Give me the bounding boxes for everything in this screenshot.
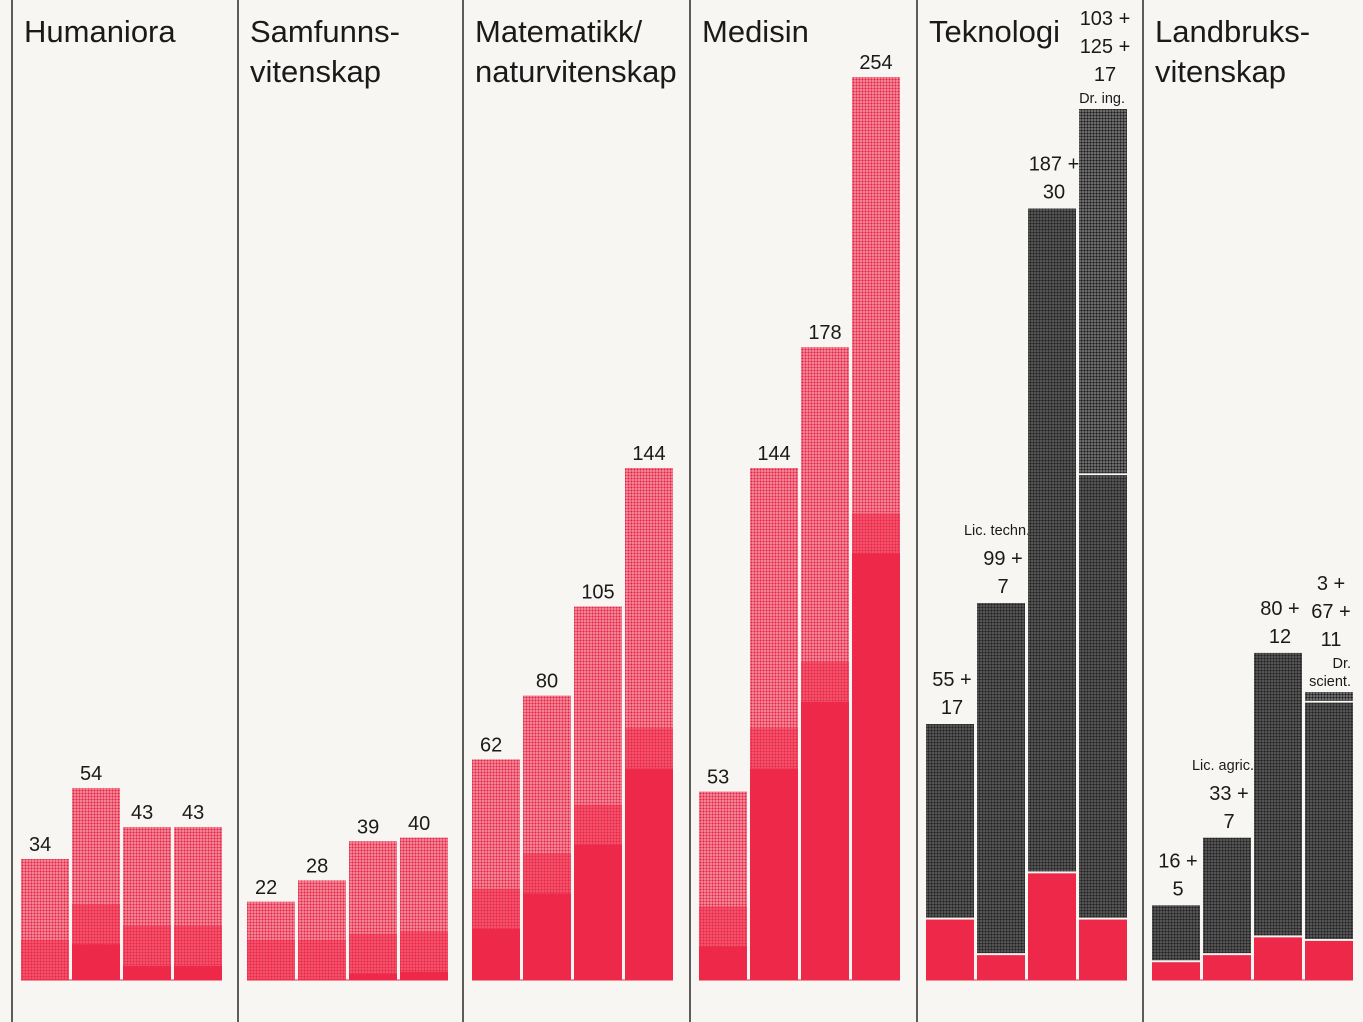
bar-blend — [801, 661, 849, 702]
series-annotation: Lic. techn. — [964, 523, 1030, 539]
data-label: 103 + — [1080, 8, 1131, 30]
data-label: 7 — [997, 576, 1008, 598]
bar-halftone — [1305, 702, 1353, 939]
data-label: 11 — [1321, 629, 1342, 651]
bar-blend — [298, 940, 346, 980]
panel-title: naturvitenskap — [475, 54, 677, 89]
data-label: 7 — [1223, 811, 1234, 833]
bar-blend — [472, 888, 520, 929]
data-label: 53 — [707, 767, 729, 789]
bar-halftone — [1305, 692, 1353, 701]
bar-halftone — [1079, 109, 1127, 474]
series-annotation: scient. — [1309, 674, 1351, 690]
bar-blend — [123, 925, 171, 966]
bar-halftone — [1152, 905, 1200, 961]
bar-segment-lic — [926, 919, 974, 980]
bar-blend — [852, 513, 900, 554]
data-label: 125 + — [1080, 36, 1131, 58]
data-label: 144 — [632, 443, 665, 465]
bar-halftone — [1254, 652, 1302, 936]
bar-blend — [625, 728, 673, 769]
panel-title: Samfunns- — [250, 14, 400, 49]
panel-5: Teknologi 55 + 17 99 + 7 Lic. techn. 187 + 30 10… — [926, 8, 1131, 981]
bar-blend — [699, 906, 747, 947]
data-label: 30 — [1043, 182, 1065, 204]
bar-blend — [21, 940, 69, 980]
data-label: 28 — [306, 855, 328, 877]
bar-blend — [750, 728, 798, 769]
series-annotation: Lic. agric. — [1192, 758, 1254, 774]
bar-halftone — [1203, 837, 1251, 954]
data-label: 3 + — [1317, 573, 1345, 595]
data-label: 17 — [941, 697, 963, 719]
panel-title: Medisin — [702, 14, 809, 49]
bar-segment-lic — [977, 955, 1025, 980]
bar-halftone — [625, 468, 673, 769]
panel-title: Humaniora — [24, 14, 176, 49]
panel-title: Landbruks- — [1155, 14, 1310, 49]
data-label: 12 — [1269, 626, 1291, 648]
bar-halftone — [1028, 208, 1076, 872]
data-label: 105 — [581, 582, 614, 604]
panel-3: Matematikk/naturvitenskap 62 80 105 144 — [472, 14, 677, 981]
bar-segment-lic — [1254, 937, 1302, 980]
bar-blend — [523, 853, 571, 894]
data-label: 40 — [408, 813, 430, 835]
data-label: 34 — [29, 834, 51, 856]
bar-segment-lic — [1203, 955, 1251, 980]
bar-segment-lic — [1305, 940, 1353, 980]
data-label: 39 — [357, 816, 379, 838]
bar-blend — [247, 940, 295, 980]
panel-title: vitenskap — [1155, 54, 1286, 89]
bar-blend — [400, 931, 448, 972]
bar-blend — [349, 933, 397, 974]
data-label: 80 + — [1260, 598, 1299, 620]
data-label: 254 — [859, 52, 892, 74]
panel-title: Matematikk/ — [475, 14, 642, 49]
bar-halftone — [750, 468, 798, 769]
bar-blend — [72, 904, 120, 945]
bar-segment-lic — [1028, 873, 1076, 980]
bar-halftone — [926, 724, 974, 918]
data-label: 17 — [1094, 64, 1116, 86]
panel-6: Landbruks-vitenskap 16 + 5 33 + 7 Lic. agric.… — [1152, 14, 1353, 981]
data-label: 99 + — [983, 548, 1022, 570]
data-label: 55 + — [932, 669, 971, 691]
series-annotation: Dr. — [1332, 656, 1351, 672]
data-label: 5 — [1172, 878, 1183, 900]
data-label: 178 — [808, 322, 841, 344]
data-label: 187 + — [1029, 154, 1080, 176]
data-label: 67 + — [1311, 601, 1350, 623]
panel-title: vitenskap — [250, 54, 381, 89]
data-label: 43 — [182, 802, 204, 824]
data-label: 16 + — [1158, 850, 1197, 872]
data-label: 43 — [131, 802, 153, 824]
panel-2: Samfunns-vitenskap 22 28 39 40 — [247, 14, 448, 981]
data-label: 80 — [536, 671, 558, 693]
panel-4: Medisin 53 144 178 254 — [699, 14, 900, 981]
bar-segment-lic — [1152, 962, 1200, 980]
data-label: 144 — [757, 443, 790, 465]
panel-title: Teknologi — [929, 14, 1060, 49]
data-label: 33 + — [1209, 783, 1248, 805]
bar-halftone — [1079, 475, 1127, 918]
bar-halftone — [801, 347, 849, 702]
panel-1: Humaniora 34 54 43 43 — [21, 14, 222, 981]
bar-segment-lic — [1079, 919, 1127, 980]
data-label: 22 — [255, 877, 277, 899]
bar-halftone — [977, 603, 1025, 954]
bar-blend — [574, 804, 622, 845]
series-annotation: Dr. ing. — [1079, 91, 1125, 107]
data-label: 54 — [80, 763, 102, 785]
bar-blend — [174, 925, 222, 966]
data-label: 62 — [480, 735, 502, 757]
bar-halftone — [852, 77, 900, 554]
